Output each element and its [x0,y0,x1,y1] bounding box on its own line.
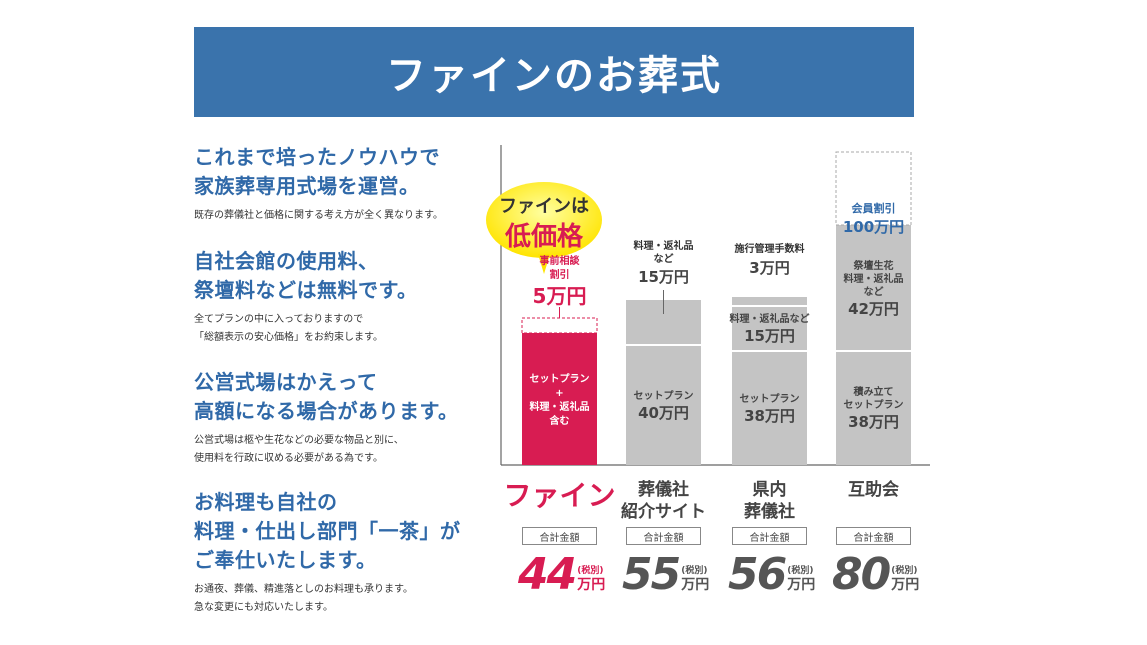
total-number: 80 [832,549,891,600]
feature-point-4: お料理も自社の 料理・仕出し部門「一茶」が ご奉仕いたします。 お通夜、葬儀、精… [194,488,484,617]
bar-segment-amount: 3万円 [749,259,790,277]
bar-segment [732,306,807,351]
bar-segment [836,351,911,465]
bar-segment-label: 祭壇生花 料理・返礼品 など [843,260,904,298]
bar-segment [732,351,807,465]
bar-segment-label: 料理・返礼品など [729,314,810,325]
callout-line-2: 低価格 [504,222,583,252]
total-number: 56 [728,549,787,600]
bar-segment-amount: 42万円 [848,299,899,318]
bar-segment-label: 施行管理手数料 [734,244,805,255]
bar-segment [732,297,807,306]
price-comparison-chart [500,145,930,466]
total-amount: 44 (税別) 万円 [518,549,606,600]
tax-label: (税別) [787,566,814,576]
total-number: 55 [622,549,681,600]
total-unit: 万円 [787,577,816,593]
bar-segment-label: 積み立て セットプラン [843,387,904,411]
discount-label: 事前相談 割引 [539,256,580,281]
bar-segment-amount: 40万円 [638,403,689,422]
feature-heading: 公営式場はかえって 高額になる場合があります。 [194,370,459,423]
bar-segment [626,345,701,465]
feature-body: 公営式場は柩や生花などの必要な物品と別に、 使用料を行政に収める必要がある為です… [194,435,404,464]
total-unit: 万円 [681,577,710,593]
bar-segment [836,225,911,351]
tax-label: (税別) [577,566,604,576]
discount-amount: 100万円 [842,218,905,236]
feature-heading: これまで培ったノウハウで 家族葬専用式場を運営。 [194,145,440,198]
total-label: 合計金額 [522,527,597,545]
total-label: 合計金額 [626,527,701,545]
company-name: 葬儀社 紹介サイト [621,480,706,522]
callout-bubble-shape [486,182,602,274]
discount-amount: 5万円 [532,284,587,308]
total-unit: 万円 [891,577,920,593]
company-name: 互助会 [848,480,899,500]
feature-point-3: 公営式場はかえって 高額になる場合があります。 公営式場は柩や生花などの必要な物… [194,368,484,468]
bar-segment-label: セットプラン + 料理・返礼品 含む [529,374,590,427]
feature-body: 既存の葬儀社と価格に関する考え方が全く異なります。 [194,210,443,221]
low-price-callout: ファインは 低価格 [484,180,604,274]
feature-heading: お料理も自社の 料理・仕出し部門「一茶」が ご奉仕いたします。 [194,490,461,572]
total-amount: 56 (税別) 万円 [728,549,816,600]
total-unit: 万円 [577,577,606,593]
discount-box [521,317,598,334]
bar-segment-amount: 38万円 [848,413,899,431]
total-number: 44 [518,549,577,600]
page-banner: ファインのお葬式 [194,27,914,117]
feature-body: 全てプランの中に入っておりますので 「総額表示の安心価格」をお約束します。 [194,314,383,343]
total-label: 合計金額 [836,527,911,545]
company-name: 県内 葬儀社 [744,480,795,522]
feature-body: お通夜、葬儀、精進落としのお料理も承ります。 急な変更にも対応いたします。 [194,584,413,613]
bar-segment-amount: 38万円 [744,406,795,425]
total-amount: 55 (税別) 万円 [622,549,710,600]
bar-segment-amount: 15万円 [638,268,689,286]
total-amount: 80 (税別) 万円 [832,549,920,600]
feature-heading: 自社会館の使用料、 祭壇料などは無料です。 [194,249,418,302]
bar-segment-label: セットプラン [633,390,694,402]
bar-segment-label: 料理・返礼品 など [633,241,694,265]
bar-segment-amount: 15万円 [744,327,795,345]
feature-point-2: 自社会館の使用料、 祭壇料などは無料です。 全てプランの中に入っておりますので … [194,247,484,347]
callout-line-1: ファインは [499,196,589,217]
total-label: 合計金額 [732,527,807,545]
bar-segment-label: セットプラン [739,393,800,405]
tax-label: (税別) [891,566,918,576]
banner-title: ファインのお葬式 [386,53,722,99]
company-name: ファイン [503,479,616,512]
discount-box [835,151,912,226]
bar-segment [522,333,597,465]
tax-label: (税別) [681,566,708,576]
discount-label: 会員割引 [851,202,896,215]
feature-point-1: これまで培ったノウハウで 家族葬専用式場を運営。 既存の葬儀社と価格に関する考え… [194,143,484,225]
